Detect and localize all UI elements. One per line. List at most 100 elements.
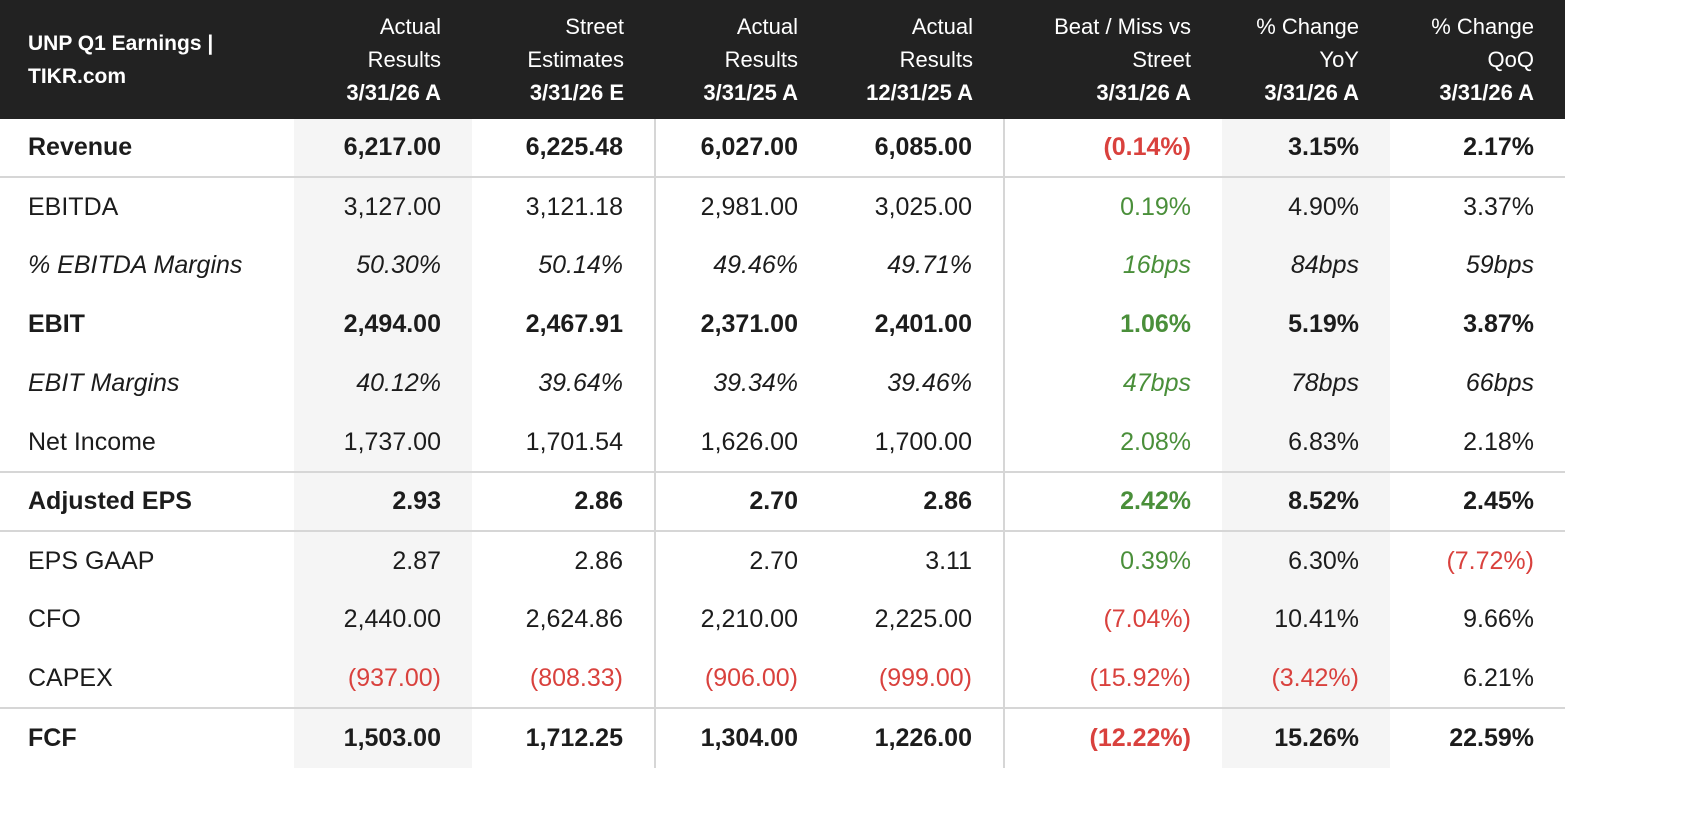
table-row-ebit: EBIT 2,494.00 2,467.91 2,371.00 2,401.00…	[0, 295, 1565, 354]
cell-change-qoq: 6.21%	[1463, 663, 1534, 692]
cell-actual-q1-25: 2.70	[655, 530, 829, 590]
col-header-actual-q1-26: Actual Results 3/31/26 A	[294, 0, 472, 119]
cell-actual-q1-25: 1,626.00	[700, 427, 798, 456]
cell-beat-miss: (12.22%)	[1004, 707, 1222, 768]
col-header-line1: Actual	[379, 14, 441, 39]
cell-actual-q1-25: 39.34%	[713, 369, 798, 397]
col-header-line2: Street	[1132, 47, 1191, 72]
row-label: EBITDA	[0, 176, 294, 236]
table-row-ebit-margins: EBIT Margins 40.12% 39.64% 39.34% 39.46%…	[0, 354, 1565, 413]
cell-street-estimate: 1,712.25	[472, 707, 656, 768]
cell-change-qoq: 22.59%	[1390, 707, 1565, 768]
title-line-2: TIKR.com	[28, 64, 127, 88]
row-label: FCF	[0, 707, 294, 768]
cell-actual-q1-26: 2.93	[294, 471, 472, 531]
row-label: Revenue	[28, 133, 133, 161]
cell-change-yoy: 78bps	[1222, 354, 1390, 413]
table-row-capex: CAPEX (937.00) (808.33) (906.00) (999.00…	[0, 649, 1565, 708]
cell-change-yoy: 3.15%	[1222, 119, 1390, 177]
table-title: UNP Q1 Earnings | TIKR.com	[0, 0, 294, 119]
cell-actual-q4-25: 1,700.00	[829, 413, 1005, 472]
col-header-line1: Beat / Miss vs	[1054, 14, 1191, 39]
cell-street-estimate: 39.64%	[472, 354, 656, 413]
title-line-1: UNP Q1 Earnings |	[28, 31, 214, 55]
cell-actual-q4-25: 2.86	[829, 471, 1005, 531]
cell-actual-q4-25: 49.71%	[829, 236, 1005, 295]
cell-actual-q1-26: (937.00)	[294, 649, 472, 708]
table-row-revenue: Revenue 6,217.00 6,225.48 6,027.00 6,085…	[0, 119, 1565, 177]
cell-actual-q4-25: 6,085.00	[829, 119, 1005, 177]
cell-change-qoq: (7.72%)	[1390, 530, 1565, 590]
cell-street-estimate: 1,701.54	[472, 413, 656, 472]
cell-beat-miss: (15.92%)	[1089, 663, 1191, 692]
row-label: EBIT	[28, 310, 85, 338]
cell-beat-miss: 47bps	[1122, 369, 1191, 397]
cell-change-qoq: 59bps	[1465, 251, 1534, 279]
row-label: CFO	[28, 605, 81, 633]
cell-actual-q4-25: 2,401.00	[829, 295, 1005, 354]
cell-actual-q1-26: 3,127.00	[294, 176, 472, 236]
table-row-adjusted-eps: Adjusted EPS 2.93 2.86 2.70 2.86 2.42% 8…	[0, 471, 1565, 531]
cell-actual-q4-25: 2,225.00	[829, 590, 1005, 649]
cell-street-estimate: 6,225.48	[472, 119, 656, 177]
col-header-line2: QoQ	[1487, 47, 1534, 72]
row-label: Net Income	[28, 427, 156, 456]
col-header-date: 3/31/26 A	[1264, 80, 1359, 105]
earnings-table: UNP Q1 Earnings | TIKR.com Actual Result…	[0, 0, 1565, 768]
row-label: % EBITDA Margins	[28, 251, 243, 279]
cell-change-yoy: 6.30%	[1222, 530, 1390, 590]
cell-beat-miss: (7.04%)	[1103, 605, 1191, 633]
cell-actual-q1-25: 6,027.00	[700, 133, 798, 161]
col-header-line1: % Change	[1256, 14, 1359, 39]
cell-beat-miss: 16bps	[1122, 251, 1191, 279]
cell-actual-q1-25: (906.00)	[704, 663, 798, 692]
table-row-ebitda: EBITDA 3,127.00 3,121.18 2,981.00 3,025.…	[0, 176, 1565, 236]
cell-beat-miss: 0.39%	[1004, 530, 1222, 590]
col-header-date: 3/31/25 A	[703, 80, 798, 105]
cell-change-yoy: 6.83%	[1222, 413, 1390, 472]
cell-actual-q1-26: 40.12%	[294, 354, 472, 413]
col-header-actual-q4-25: Actual Results 12/31/25 A	[829, 0, 1004, 119]
col-header-line2: Estimates	[527, 47, 624, 72]
col-header-date: 3/31/26 E	[529, 80, 624, 105]
cell-actual-q1-26: 50.30%	[294, 236, 472, 295]
col-header-date: 3/31/26 A	[1439, 80, 1534, 105]
col-header-date: 12/31/25 A	[866, 80, 973, 105]
cell-beat-miss: 2.08%	[1120, 427, 1191, 456]
row-label: EBIT Margins	[28, 369, 180, 397]
header-row: UNP Q1 Earnings | TIKR.com Actual Result…	[0, 0, 1565, 119]
cell-actual-q1-26: 1,503.00	[294, 707, 472, 768]
cell-actual-q4-25: (999.00)	[829, 649, 1005, 708]
cell-change-yoy: 4.90%	[1222, 176, 1390, 236]
cell-change-qoq: 9.66%	[1463, 605, 1534, 633]
cell-actual-q1-25: 49.46%	[713, 251, 798, 279]
cell-actual-q4-25: 1,226.00	[829, 707, 1005, 768]
cell-change-yoy: 10.41%	[1222, 590, 1390, 649]
cell-actual-q4-25: 3.11	[829, 530, 1005, 590]
row-label: Adjusted EPS	[0, 471, 294, 531]
col-header-line2: Results	[367, 47, 441, 72]
cell-actual-q1-26: 1,737.00	[294, 413, 472, 472]
cell-change-yoy: (3.42%)	[1222, 649, 1390, 708]
cell-change-qoq: 3.87%	[1463, 310, 1534, 338]
cell-actual-q1-25: 2,371.00	[700, 310, 798, 338]
table-row-eps-gaap: EPS GAAP 2.87 2.86 2.70 3.11 0.39% 6.30%…	[0, 530, 1565, 590]
cell-beat-miss: 2.42%	[1004, 471, 1222, 531]
cell-actual-q4-25: 3,025.00	[829, 176, 1005, 236]
col-header-change-qoq: % Change QoQ 3/31/26 A	[1390, 0, 1565, 119]
earnings-table-container: UNP Q1 Earnings | TIKR.com Actual Result…	[0, 0, 1565, 768]
cell-beat-miss: (0.14%)	[1103, 133, 1191, 161]
cell-change-yoy: 8.52%	[1222, 471, 1390, 531]
cell-change-yoy: 5.19%	[1222, 295, 1390, 354]
cell-change-qoq: 2.45%	[1390, 471, 1565, 531]
col-header-line1: Actual	[736, 14, 798, 39]
col-header-line2: YoY	[1319, 47, 1359, 72]
cell-actual-q1-26: 6,217.00	[294, 119, 472, 177]
cell-street-estimate: 50.14%	[472, 236, 656, 295]
cell-actual-q1-26: 2.87	[294, 530, 472, 590]
table-row-net-income: Net Income 1,737.00 1,701.54 1,626.00 1,…	[0, 413, 1565, 472]
cell-actual-q1-26: 2,494.00	[294, 295, 472, 354]
col-header-line1: % Change	[1431, 14, 1534, 39]
cell-change-yoy: 84bps	[1222, 236, 1390, 295]
cell-actual-q1-25: 2,210.00	[700, 605, 798, 633]
